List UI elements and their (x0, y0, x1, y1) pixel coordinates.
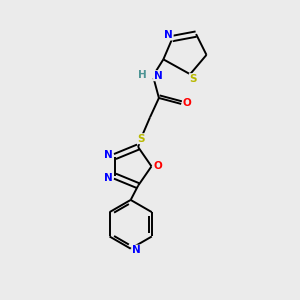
Text: O: O (153, 161, 162, 171)
Text: S: S (137, 134, 145, 144)
Text: O: O (183, 98, 191, 108)
Text: N: N (164, 30, 173, 40)
Text: N: N (132, 245, 140, 255)
Text: S: S (189, 74, 197, 84)
Text: N: N (104, 172, 113, 183)
Text: N: N (104, 150, 113, 160)
Text: N: N (154, 71, 162, 81)
Text: H: H (138, 70, 146, 80)
